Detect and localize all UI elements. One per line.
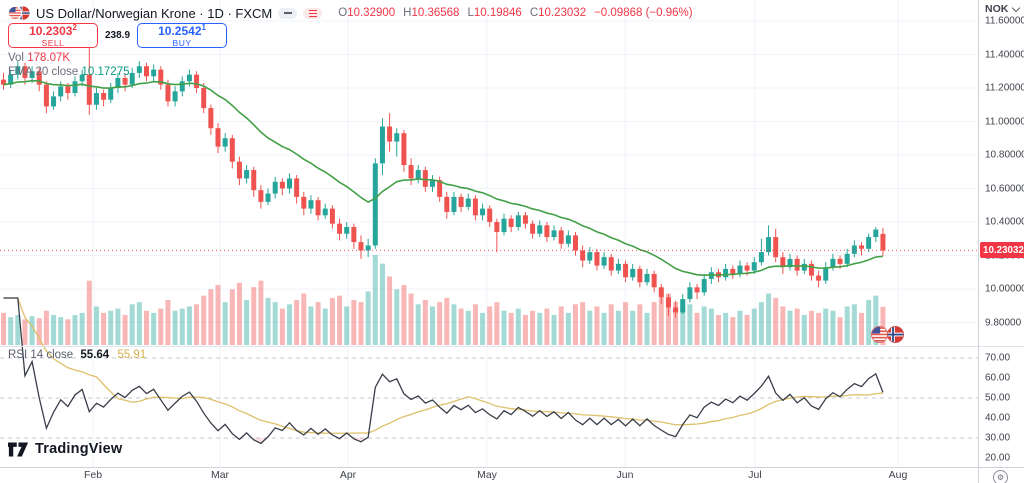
time-axis[interactable]: Feb Mar Apr May Jun Jul Aug [0, 468, 1024, 483]
rsi-ma-line [3, 297, 884, 434]
price-tick-label: 11.40000 [985, 49, 1024, 60]
rsi-tick-label: 20.00 [985, 452, 1011, 464]
month-tick-label: Jun [616, 469, 634, 481]
change-value: −0.09868 (−0.96%) [594, 7, 693, 19]
price-tick-label: 10.60000 [985, 183, 1024, 194]
high-label: H [403, 7, 412, 19]
low-value: 10.19846 [473, 7, 522, 19]
ohlc-values: O10.32900 H10.36568 L10.19846 C10.23032 … [338, 7, 692, 19]
chevron-down-icon [1012, 3, 1021, 12]
tradingview-mark-icon [8, 442, 29, 456]
legend-menu-button[interactable] [303, 7, 323, 19]
month-tick-label: May [477, 469, 497, 481]
symbol-pair-flags [8, 5, 30, 21]
spread-value: 238.9 [105, 30, 131, 41]
sell-label: SELL [41, 37, 65, 48]
symbol-title[interactable]: US Dollar/Norwegian Krone · 1D · FXCM [36, 5, 273, 21]
price-tick-label: 10.00000 [985, 283, 1024, 295]
rsi-line [3, 297, 884, 445]
volume-legend-row[interactable]: Vol 178.07K [8, 52, 70, 64]
rsi-tick-label: 30.00 [985, 432, 1011, 444]
ema-legend-row[interactable]: EMA 20 close 10.17275 [8, 66, 130, 78]
ema-value: 10.17275 [81, 66, 130, 78]
norway-flag-icon [887, 326, 904, 343]
month-tick-label: Mar [210, 469, 230, 481]
currency-dropdown[interactable]: NOK [985, 3, 1021, 15]
chart-legend: US Dollar/Norwegian Krone · 1D · FXCM O1… [8, 4, 693, 78]
rsi-value: 55.64 [80, 349, 110, 361]
open-label: O [338, 7, 348, 19]
volume-value: 178.07K [27, 52, 71, 64]
open-value: 10.32900 [347, 7, 396, 19]
rsi-tick-label: 50.00 [985, 392, 1011, 404]
low-label: L [467, 7, 474, 19]
rsi-tick-label: 70.00 [985, 352, 1011, 364]
timezone-settings-button[interactable]: ⚙ [993, 469, 1008, 483]
last-price-badge: 10.23032 [980, 242, 1024, 259]
price-tick-label: 11.00000 [985, 116, 1024, 127]
symbol-logo [871, 326, 904, 343]
rsi-ma-value: 55.91 [117, 349, 147, 361]
us-flag-icon [871, 326, 888, 343]
rsi-tick-label: 40.00 [985, 412, 1011, 424]
gear-icon: ⚙ [996, 472, 1005, 482]
high-value: 10.36568 [411, 7, 460, 19]
us-flag-icon [8, 5, 22, 20]
sell-button[interactable]: 10.23032 SELL [8, 23, 98, 48]
ema-line [3, 79, 884, 276]
month-tick-label: Feb [83, 469, 103, 481]
buy-button[interactable]: 10.25421 BUY [137, 22, 228, 48]
close-label: C [529, 7, 539, 19]
legend-collapse-button[interactable] [278, 7, 298, 19]
buy-label: BUY [172, 37, 192, 48]
menu-icon [308, 9, 317, 17]
rsi-tick-label: 60.00 [985, 372, 1011, 384]
ema-label: EMA 20 close [8, 66, 79, 78]
sell-price: 10.23032 [29, 22, 77, 38]
price-tick-label: 9.80000 [985, 317, 1022, 328]
buy-price: 10.25421 [158, 22, 206, 38]
close-value: 10.23032 [538, 7, 587, 19]
minus-icon [283, 12, 292, 14]
price-axis[interactable]: NOK 10.23032 11.60000 11.40000 11.20000 11.… [979, 0, 1024, 467]
price-tick-label: 11.60000 [985, 15, 1024, 27]
price-tick-label: 10.40000 [985, 216, 1024, 228]
month-tick-label: Aug [888, 469, 908, 481]
currency-label: NOK [985, 3, 1009, 15]
price-tick-label: 10.80000 [985, 149, 1024, 161]
month-tick-label: Apr [339, 469, 357, 481]
tradingview-logo-text: TradingView [35, 441, 123, 457]
rsi-label: RSI 14 close [8, 349, 74, 361]
volume-layer [1, 255, 886, 345]
rsi-legend-row[interactable]: RSI 14 close 55.64 55.91 [8, 349, 146, 361]
candles-layer [1, 47, 886, 318]
tradingview-logo[interactable]: TradingView [8, 441, 122, 457]
volume-label: Vol [8, 52, 24, 64]
month-tick-label: Jul [748, 469, 762, 481]
price-tick-label: 11.20000 [985, 82, 1024, 94]
